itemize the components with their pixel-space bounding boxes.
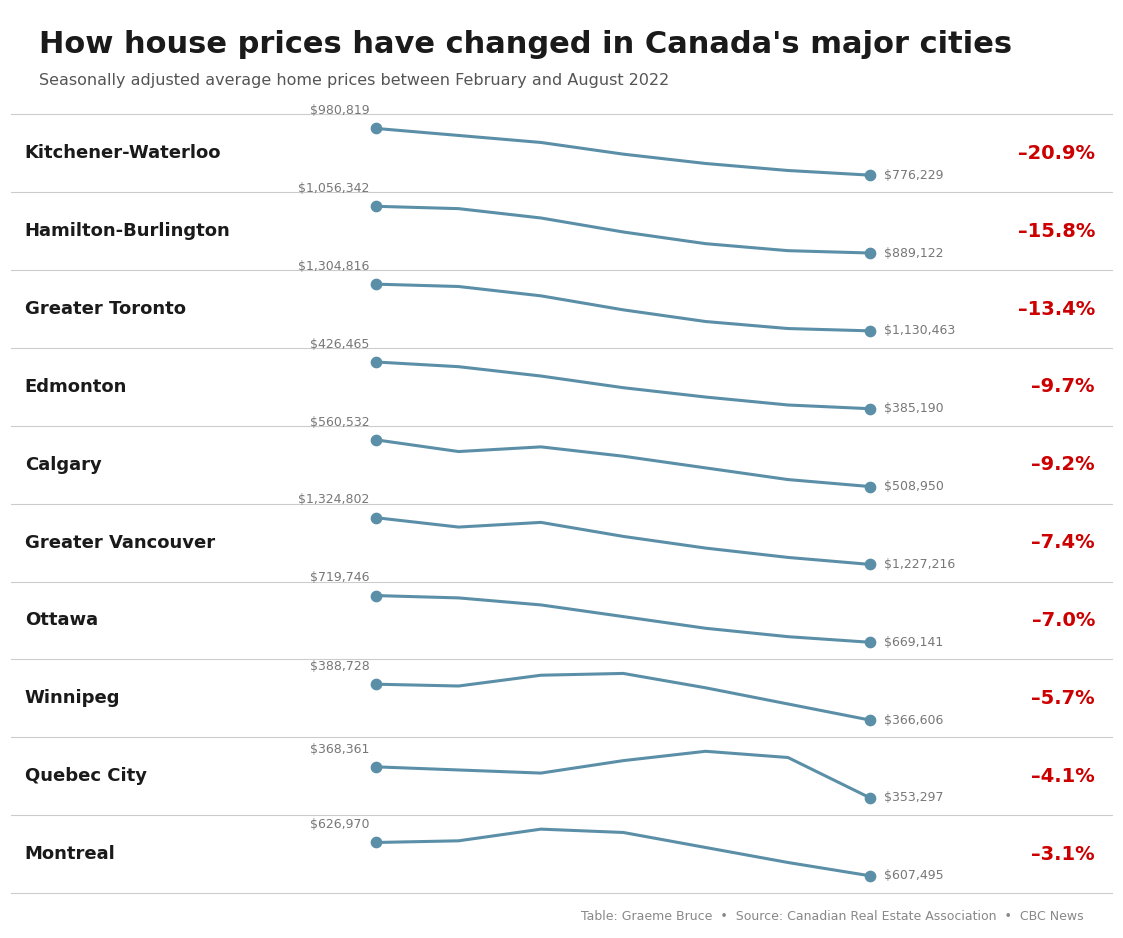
Text: Greater Vancouver: Greater Vancouver bbox=[25, 534, 214, 552]
Text: $368,361: $368,361 bbox=[310, 743, 369, 756]
Text: $353,297: $353,297 bbox=[884, 792, 943, 805]
Text: Seasonally adjusted average home prices between February and August 2022: Seasonally adjusted average home prices … bbox=[39, 73, 669, 88]
Text: Table: Graeme Bruce  •  Source: Canadian Real Estate Association  •  CBC News: Table: Graeme Bruce • Source: Canadian R… bbox=[581, 910, 1084, 923]
Text: $626,970: $626,970 bbox=[310, 818, 369, 831]
Text: $1,056,342: $1,056,342 bbox=[298, 182, 369, 195]
Point bbox=[367, 277, 385, 292]
Text: Winnipeg: Winnipeg bbox=[25, 689, 120, 707]
Text: $669,141: $669,141 bbox=[884, 636, 943, 649]
Point bbox=[861, 168, 879, 183]
Text: Ottawa: Ottawa bbox=[25, 612, 98, 629]
Text: $385,190: $385,190 bbox=[884, 402, 943, 416]
Text: Quebec City: Quebec City bbox=[25, 767, 147, 785]
Text: $508,950: $508,950 bbox=[884, 480, 943, 493]
Point bbox=[367, 835, 385, 850]
Point bbox=[861, 791, 879, 806]
Point bbox=[367, 121, 385, 136]
Text: Greater Toronto: Greater Toronto bbox=[25, 300, 185, 318]
Point bbox=[367, 510, 385, 525]
Text: $426,465: $426,465 bbox=[310, 338, 369, 351]
Point bbox=[367, 355, 385, 370]
Text: $776,229: $776,229 bbox=[884, 169, 943, 182]
Text: $1,227,216: $1,227,216 bbox=[884, 558, 955, 571]
Text: $1,130,463: $1,130,463 bbox=[884, 325, 955, 338]
Text: Kitchener-Waterloo: Kitchener-Waterloo bbox=[25, 144, 221, 162]
Text: Calgary: Calgary bbox=[25, 456, 101, 474]
Text: –20.9%: –20.9% bbox=[1017, 144, 1095, 163]
Text: –4.1%: –4.1% bbox=[1031, 766, 1095, 786]
Point bbox=[861, 869, 879, 884]
Text: $980,819: $980,819 bbox=[310, 104, 369, 117]
Point bbox=[367, 432, 385, 447]
Text: $607,495: $607,495 bbox=[884, 870, 943, 883]
Point bbox=[367, 760, 385, 775]
Text: $366,606: $366,606 bbox=[884, 714, 943, 727]
Text: How house prices have changed in Canada's major cities: How house prices have changed in Canada'… bbox=[39, 30, 1013, 59]
Text: Edmonton: Edmonton bbox=[25, 378, 127, 396]
Text: –5.7%: –5.7% bbox=[1031, 688, 1095, 708]
Text: $719,746: $719,746 bbox=[310, 571, 369, 584]
Point bbox=[861, 479, 879, 494]
Text: Hamilton-Burlington: Hamilton-Burlington bbox=[25, 222, 230, 240]
Text: $388,728: $388,728 bbox=[310, 660, 369, 673]
Text: –3.1%: –3.1% bbox=[1031, 844, 1095, 864]
Text: $1,304,816: $1,304,816 bbox=[298, 260, 369, 273]
Point bbox=[367, 199, 385, 214]
Point bbox=[861, 324, 879, 339]
Text: $889,122: $889,122 bbox=[884, 247, 943, 260]
Text: –9.7%: –9.7% bbox=[1031, 377, 1095, 397]
Text: $1,324,802: $1,324,802 bbox=[298, 493, 369, 507]
Point bbox=[367, 588, 385, 603]
Text: –7.4%: –7.4% bbox=[1031, 533, 1095, 552]
Point bbox=[861, 246, 879, 261]
Text: –13.4%: –13.4% bbox=[1017, 299, 1095, 319]
Text: $560,532: $560,532 bbox=[310, 416, 369, 429]
Point bbox=[861, 401, 879, 416]
Point bbox=[861, 635, 879, 650]
Point bbox=[861, 713, 879, 728]
Text: –7.0%: –7.0% bbox=[1032, 611, 1095, 630]
Text: –15.8%: –15.8% bbox=[1017, 221, 1095, 241]
Text: –9.2%: –9.2% bbox=[1031, 455, 1095, 475]
Point bbox=[367, 676, 385, 691]
Point bbox=[861, 557, 879, 572]
Text: Montreal: Montreal bbox=[25, 845, 116, 863]
